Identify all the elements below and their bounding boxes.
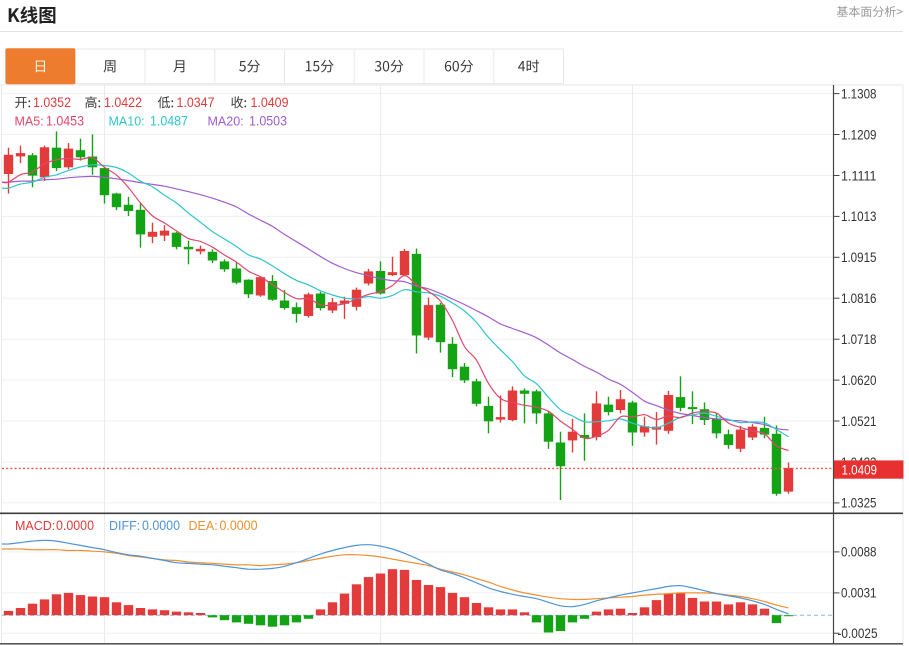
svg-text:1.0620: 1.0620: [841, 372, 877, 388]
svg-text:1.1308: 1.1308: [841, 85, 877, 101]
svg-text:0.0000: 0.0000: [142, 518, 180, 533]
svg-text:DIFF:: DIFF:: [109, 519, 140, 533]
svg-text:1.1209: 1.1209: [841, 126, 877, 142]
svg-text:1.1013: 1.1013: [841, 208, 877, 224]
svg-text:1.1111: 1.1111: [841, 167, 877, 183]
svg-text:1.0347: 1.0347: [177, 95, 215, 110]
svg-text:MA20:: MA20:: [208, 115, 244, 129]
svg-text:1.0487: 1.0487: [150, 114, 188, 129]
svg-text:MACD:: MACD:: [15, 519, 55, 533]
svg-text:1.0816: 1.0816: [841, 290, 877, 306]
svg-text:-0.0025: -0.0025: [838, 625, 878, 641]
svg-text:1.0503: 1.0503: [249, 114, 287, 129]
svg-text:0.0088: 0.0088: [841, 544, 877, 560]
svg-text:DEA:: DEA:: [189, 519, 218, 533]
svg-text:0.0000: 0.0000: [220, 518, 258, 533]
svg-text:MA10:: MA10:: [109, 115, 145, 129]
svg-text:1.0409: 1.0409: [251, 95, 289, 110]
svg-text:1.0325: 1.0325: [841, 495, 877, 511]
svg-text:1.0453: 1.0453: [46, 114, 84, 129]
svg-text:1.0352: 1.0352: [33, 95, 71, 110]
svg-text:1.0521: 1.0521: [841, 413, 877, 429]
svg-text:1.0915: 1.0915: [841, 249, 877, 265]
svg-text:1.0422: 1.0422: [104, 95, 142, 110]
svg-text:0.0031: 0.0031: [841, 585, 877, 601]
svg-text:MA5:: MA5:: [15, 115, 44, 129]
svg-text:0.0000: 0.0000: [56, 518, 94, 533]
svg-text:1.0718: 1.0718: [841, 331, 877, 347]
svg-text:1.0409: 1.0409: [842, 462, 878, 478]
